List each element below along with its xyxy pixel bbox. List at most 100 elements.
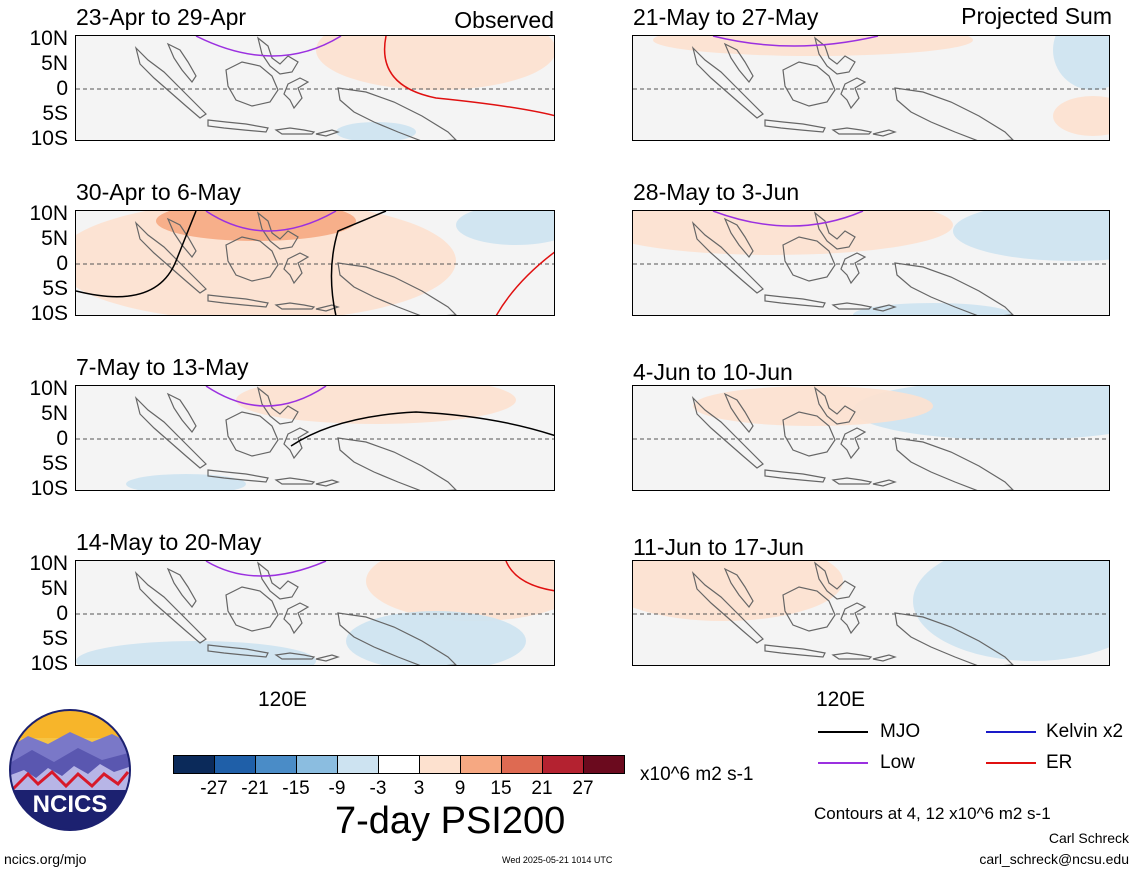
- coastline: [872, 479, 897, 487]
- anomaly-shading: [853, 303, 1013, 315]
- coastline: [764, 469, 826, 483]
- legend-line-er: [986, 762, 1036, 764]
- colorbar-tick-label: -15: [282, 778, 310, 799]
- contour-line: [205, 561, 327, 577]
- coastline: [782, 586, 836, 632]
- coastline: [225, 61, 279, 107]
- logo-text: NCICS: [33, 791, 108, 818]
- coastline: [207, 294, 269, 308]
- coastline: [782, 411, 836, 457]
- lat-label: 5S: [42, 627, 68, 650]
- coastline: [872, 304, 897, 312]
- coastline: [872, 654, 897, 662]
- coastline: [274, 652, 316, 660]
- colorbar-tick-label: 21: [531, 778, 553, 799]
- coastline: [315, 654, 340, 662]
- colorbar-tick-label: 27: [572, 778, 594, 799]
- panel-title: 23-Apr to 29-Apr: [76, 4, 247, 30]
- lat-label: 0: [56, 427, 68, 450]
- coastline: [723, 567, 754, 609]
- lat-label: 0: [56, 77, 68, 100]
- coastline: [134, 571, 207, 644]
- coastline: [274, 127, 316, 135]
- coastline: [840, 77, 867, 110]
- lat-label: 10S: [30, 127, 68, 150]
- anomaly-shading: [456, 211, 554, 245]
- coastline: [691, 571, 764, 644]
- colorbar-tick-label: 15: [490, 778, 512, 799]
- colorbar-swatch: [583, 755, 625, 774]
- lat-label: 10S: [30, 302, 68, 325]
- coastline: [166, 392, 197, 434]
- anomaly-shading: [1053, 36, 1109, 90]
- coastline: [831, 302, 873, 310]
- colorbar-swatch: [419, 755, 461, 774]
- anomaly-shading: [316, 36, 554, 90]
- lat-label: 5S: [42, 277, 68, 300]
- anomaly-shading: [76, 211, 456, 315]
- lat-label: 10N: [29, 377, 68, 400]
- anomaly-shading: [346, 611, 526, 665]
- coastline: [831, 477, 873, 485]
- colorbar-tick-label: -3: [369, 778, 387, 799]
- coastline: [315, 479, 340, 487]
- contour-line: [712, 36, 879, 47]
- map-panel-projected-4: [632, 560, 1110, 666]
- observed-label: Observed: [454, 7, 554, 33]
- anomaly-shading: [366, 561, 554, 621]
- map-panel-observed-3: [75, 385, 555, 491]
- coastline: [831, 127, 873, 135]
- coastline: [782, 61, 836, 107]
- contour-line: [76, 211, 197, 298]
- map-svg: [633, 561, 1109, 665]
- map-svg: [633, 211, 1109, 315]
- contour-line: [495, 251, 554, 315]
- colorbar-tick-label: -27: [200, 778, 228, 799]
- lat-label: 5S: [42, 102, 68, 125]
- colorbar-tick-label: -21: [241, 778, 269, 799]
- coastline: [134, 46, 207, 119]
- panel-title: 7-May to 13-May: [76, 354, 249, 380]
- coastline: [256, 36, 299, 75]
- colorbar-tick-label: 9: [454, 778, 466, 799]
- source-url: ncics.org/mjo: [4, 851, 87, 867]
- map-panel-observed-2: [75, 210, 555, 316]
- map-svg: [76, 36, 554, 140]
- legend-line-mjo: [818, 731, 868, 733]
- lon-label-left: 120E: [258, 688, 308, 711]
- lat-label: 10S: [30, 652, 68, 675]
- coastline: [134, 396, 207, 469]
- panel-title: 28-May to 3-Jun: [633, 179, 800, 205]
- contour-line: [205, 386, 327, 407]
- coastline: [764, 119, 826, 133]
- coastline: [872, 129, 897, 137]
- anomaly-shading: [953, 211, 1109, 261]
- colorbar-units: x10^6 m2 s-1: [640, 764, 754, 785]
- legend-line-low: [818, 762, 868, 764]
- anomaly-shading: [336, 122, 416, 140]
- ncics-logo: NCICS: [8, 708, 132, 832]
- coastline: [207, 644, 269, 658]
- coastline: [166, 217, 197, 259]
- lon-label-right: 120E: [816, 688, 866, 711]
- lat-label: 0: [56, 252, 68, 275]
- coastline: [723, 392, 754, 434]
- lat-label: 5S: [42, 452, 68, 475]
- coastline: [691, 221, 764, 294]
- coastline: [764, 294, 826, 308]
- coastline: [283, 427, 310, 460]
- coastline: [166, 42, 197, 84]
- anomaly-shading: [913, 561, 1109, 661]
- anomaly-shading: [693, 386, 933, 426]
- coastline: [840, 602, 867, 635]
- anomaly-shading: [76, 641, 316, 665]
- coastline: [782, 236, 836, 282]
- lat-label: 10S: [30, 477, 68, 500]
- map-panel-projected-3: [632, 385, 1110, 491]
- contour-line: [290, 411, 554, 447]
- coastline: [840, 427, 867, 460]
- colorbar-swatch: [214, 755, 256, 774]
- coastline: [283, 77, 310, 110]
- coastline: [134, 221, 207, 294]
- map-svg: [76, 386, 554, 490]
